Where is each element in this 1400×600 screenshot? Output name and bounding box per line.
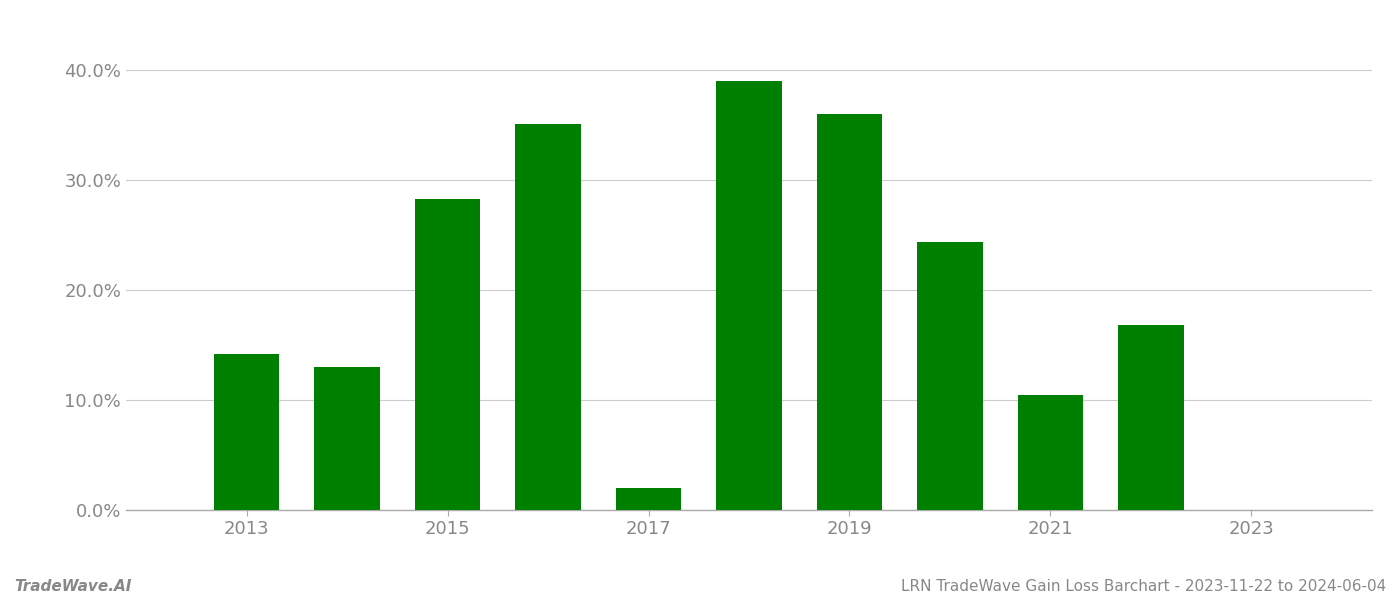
Text: TradeWave.AI: TradeWave.AI	[14, 579, 132, 594]
Bar	[917, 242, 983, 510]
Text: LRN TradeWave Gain Loss Barchart - 2023-11-22 to 2024-06-04: LRN TradeWave Gain Loss Barchart - 2023-…	[900, 579, 1386, 594]
Bar	[717, 81, 781, 510]
Bar	[1018, 395, 1084, 510]
Bar	[816, 114, 882, 510]
Bar	[315, 367, 379, 510]
Bar	[414, 199, 480, 510]
Bar	[515, 124, 581, 510]
Bar	[616, 488, 682, 510]
Bar	[1119, 325, 1183, 510]
Bar	[214, 354, 279, 510]
